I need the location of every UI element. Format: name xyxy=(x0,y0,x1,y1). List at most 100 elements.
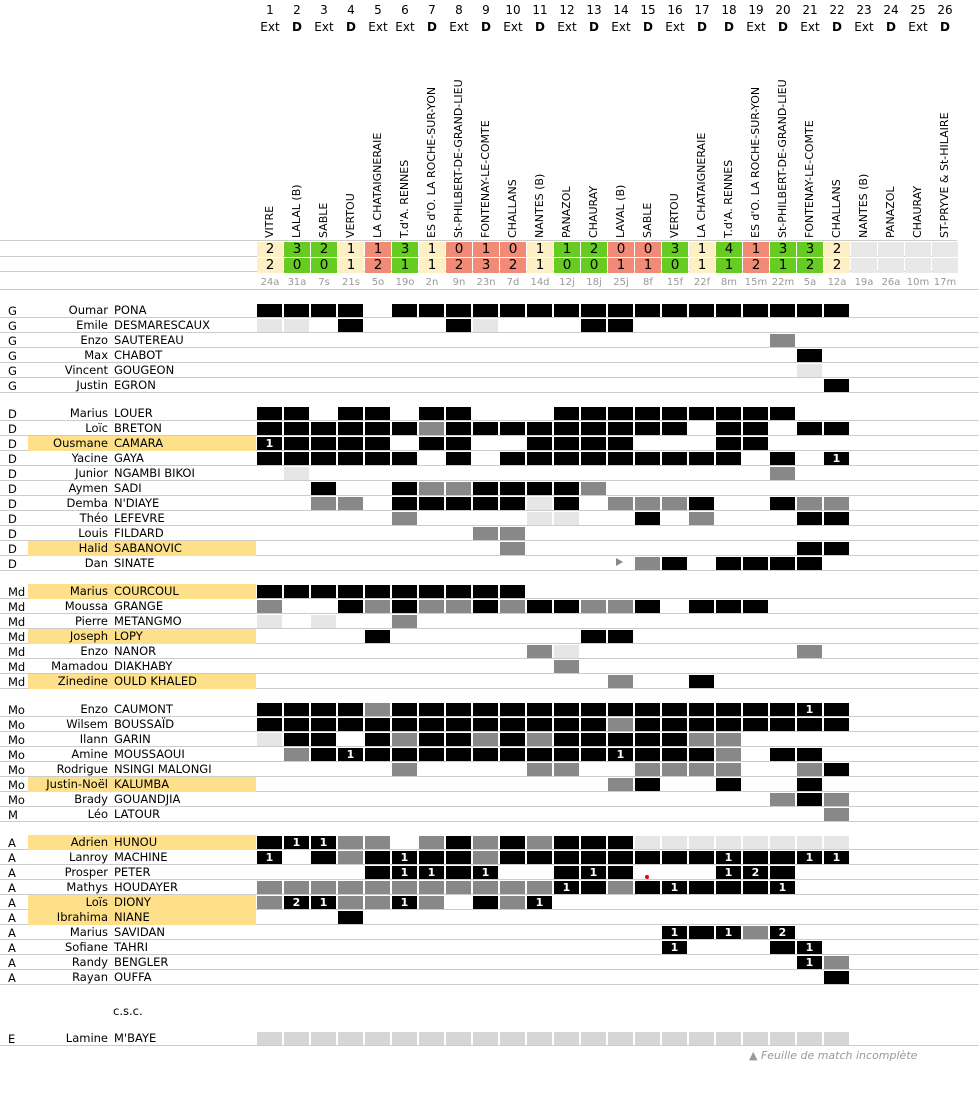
goal-cell: 1 xyxy=(392,851,417,864)
appearance-cell xyxy=(608,778,633,791)
appearance-cell xyxy=(581,851,606,864)
player-name[interactable]: Louis FILDARD xyxy=(28,526,256,541)
score-away: 0 xyxy=(662,258,688,273)
player-name[interactable]: Enzo SAUTEREAU xyxy=(28,333,256,348)
goal-cell: 1 xyxy=(824,452,849,465)
player-name[interactable]: Rodrigue NSINGI MALONGI xyxy=(28,762,256,777)
player-name[interactable]: Justin-Noël KALUMBA xyxy=(28,777,256,792)
appearance-cell xyxy=(311,304,336,317)
opponent-name[interactable]: VITRE xyxy=(263,205,276,238)
goal-count: 1 xyxy=(400,896,409,909)
player-name[interactable]: Léo LATOUR xyxy=(28,807,256,822)
player-name[interactable]: Théo LEFEVRE xyxy=(28,511,256,526)
opponent-name[interactable]: FONTENAY-LE-COMTE xyxy=(803,120,816,238)
opponent-name[interactable]: CHAURAY xyxy=(587,185,600,238)
player-name[interactable]: Amine MOUSSAOUI xyxy=(28,747,256,762)
opponent-name[interactable]: CHALLANS xyxy=(830,179,843,238)
player-name[interactable]: Junior NGAMBI BIKOI xyxy=(28,466,256,481)
appearance-cell xyxy=(527,422,552,435)
score-away: 1 xyxy=(608,258,634,273)
player-name[interactable]: Demba N'DIAYE xyxy=(28,496,256,511)
opponent-name[interactable]: ES d'O. LA ROCHE-SUR-YON xyxy=(749,86,762,238)
player-name[interactable]: Joseph LOPY xyxy=(28,629,256,644)
player-name[interactable]: Marius SAVIDAN xyxy=(28,925,256,940)
opponent-name[interactable]: NANTES (B) xyxy=(533,173,546,238)
opponent-name[interactable]: CHALLANS xyxy=(506,179,519,238)
appearance-cell xyxy=(311,718,336,731)
match-date: 7d xyxy=(506,277,520,288)
player-name[interactable]: Zinedine OULD KHALED xyxy=(28,674,256,689)
opponent-name[interactable]: PANAZOL xyxy=(560,186,573,238)
opponent-name[interactable]: ST-PRYVE & St-HILAIRE xyxy=(938,112,951,238)
player-name[interactable]: Justin EGRON xyxy=(28,378,256,393)
opponent-name[interactable]: LA CHATAIGNERAIE xyxy=(371,132,384,238)
opponent-name[interactable]: SABLE xyxy=(317,202,330,238)
match-number: 22 xyxy=(829,3,845,17)
player-name[interactable]: Loïc BRETON xyxy=(28,421,256,436)
appearance-cell xyxy=(716,748,741,761)
match-date: 12a xyxy=(827,277,847,288)
player-name[interactable]: Halid SABANOVIC xyxy=(28,541,256,556)
player-name[interactable]: Brady GOUANDJIA xyxy=(28,792,256,807)
player-name[interactable]: Aymen SADI xyxy=(28,481,256,496)
player-name[interactable]: Vincent GOUGEON xyxy=(28,363,256,378)
appearance-cell xyxy=(770,334,795,347)
appearance-cell xyxy=(824,542,849,555)
player-name[interactable]: Mamadou DIAKHABY xyxy=(28,659,256,674)
opponent-name[interactable]: VERTOU xyxy=(668,193,681,238)
player-first-name: Marius xyxy=(69,406,108,420)
row-line xyxy=(0,540,979,541)
player-name[interactable]: Mathys HOUDAYER xyxy=(28,880,256,895)
opponent-name[interactable]: T.d'A. RENNES xyxy=(722,159,735,238)
player-last-name: NSINGI MALONGI xyxy=(114,762,212,776)
opponent-name[interactable]: NANTES (B) xyxy=(857,173,870,238)
player-name[interactable]: Ibrahima NIANE xyxy=(28,910,256,925)
player-first-name: Oumar xyxy=(68,303,108,317)
player-name[interactable]: Rayan OUFFA xyxy=(28,970,256,985)
player-name[interactable]: Sofiane TAHRI xyxy=(28,940,256,955)
header-line xyxy=(0,289,979,290)
opponent-name[interactable]: LALAL (B) xyxy=(290,184,303,238)
appearance-cell xyxy=(446,703,471,716)
player-name[interactable]: Emile DESMARESCAUX xyxy=(28,318,256,333)
opponent-name[interactable]: LAVAL (B) xyxy=(614,184,627,238)
player-position: Md xyxy=(8,600,26,614)
opponent-name[interactable]: St-PHILBERT-DE-GRAND-LIEU xyxy=(776,79,789,238)
score-away xyxy=(878,258,904,273)
opponent-name[interactable]: VERTOU xyxy=(344,193,357,238)
player-name[interactable]: Oumar PONA xyxy=(28,303,256,318)
opponent-name[interactable]: LA CHATAIGNERAIE xyxy=(695,132,708,238)
appearance-cell xyxy=(446,304,471,317)
row-line xyxy=(0,969,979,970)
player-name[interactable]: Dan SINATE xyxy=(28,556,256,571)
player-name[interactable]: Lanroy MACHINE xyxy=(28,850,256,865)
player-name[interactable]: Prosper PETER xyxy=(28,865,256,880)
appearance-cell xyxy=(311,851,336,864)
player-name[interactable]: Wilsem BOUSSAÏD xyxy=(28,717,256,732)
opponent-name[interactable]: T.d'A. RENNES xyxy=(398,159,411,238)
opponent-name[interactable]: St-PHILBERT-DE-GRAND-LIEU xyxy=(452,79,465,238)
appearance-cell xyxy=(716,733,741,746)
player-name[interactable]: Randy BENGLER xyxy=(28,955,256,970)
player-name[interactable]: Enzo NANOR xyxy=(28,644,256,659)
appearance-cell xyxy=(797,836,822,849)
opponent-name[interactable]: CHAURAY xyxy=(911,185,924,238)
player-name[interactable]: Loïs DIONY xyxy=(28,895,256,910)
player-name[interactable]: Ilann GARIN xyxy=(28,732,256,747)
player-name[interactable]: Adrien HUNOU xyxy=(28,835,256,850)
player-name[interactable]: Moussa GRANGE xyxy=(28,599,256,614)
player-name[interactable]: Marius LOUER xyxy=(28,406,256,421)
player-name[interactable]: Yacine GAYA xyxy=(28,451,256,466)
opponent-name[interactable]: ES d'O. LA ROCHE-SUR-YON xyxy=(425,86,438,238)
appearance-cell xyxy=(284,585,309,598)
opponent-name[interactable]: FONTENAY-LE-COMTE xyxy=(479,120,492,238)
player-first-name: Loïc xyxy=(85,421,108,435)
player-name[interactable]: Enzo CAUMONT xyxy=(28,702,256,717)
player-name[interactable]: Pierre METANGMO xyxy=(28,614,256,629)
player-name[interactable]: Marius COURCOUL xyxy=(28,584,256,599)
opponent-name[interactable]: PANAZOL xyxy=(884,186,897,238)
player-name[interactable]: Max CHABOT xyxy=(28,348,256,363)
player-name[interactable]: Ousmane CAMARA xyxy=(28,436,256,451)
player-name[interactable]: Lamine M'BAYE xyxy=(28,1031,256,1046)
opponent-name[interactable]: SABLE xyxy=(641,202,654,238)
